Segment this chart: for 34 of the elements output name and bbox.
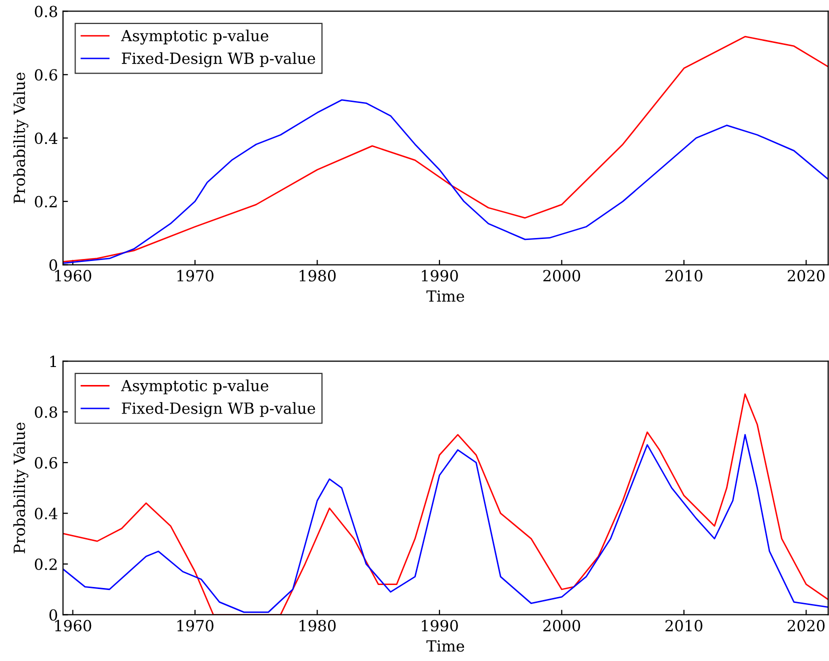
x-tick-label: 1970 — [177, 270, 214, 282]
y-tick-label: 0.8 — [34, 6, 58, 18]
x-tick-label: 1990 — [422, 620, 458, 632]
y-axis-title: Probability Value — [13, 422, 28, 554]
line-series — [63, 434, 828, 613]
x-tick-label: 2010 — [666, 620, 702, 632]
x-tick-label: 2000 — [543, 270, 580, 282]
legend-label: Fixed-Design WB p-value — [122, 402, 316, 418]
y-tick-label: 0 — [49, 259, 58, 271]
x-tick-label: 1980 — [300, 270, 336, 282]
y-tick-label: 0.6 — [34, 69, 58, 81]
y-tick-label: 0.4 — [34, 132, 58, 144]
x-tick-label: 1980 — [300, 620, 336, 632]
y-tick-label: 0.2 — [34, 558, 57, 570]
y-tick-label: 1 — [50, 356, 56, 367]
x-axis-title: Time — [426, 640, 464, 652]
x-tick-label: 1990 — [422, 270, 458, 282]
x-tick-label: 2000 — [543, 620, 580, 632]
legend-label: Fixed-Design WB p-value — [122, 52, 316, 68]
y-axis-title: Probability Value — [13, 72, 28, 204]
y-tick-label: 0 — [49, 609, 58, 621]
x-axis-title: Time — [426, 290, 464, 302]
legend-label: Asymptotic p-value — [120, 379, 268, 394]
x-tick-label: 1960 — [55, 270, 92, 282]
x-tick-label: 1960 — [55, 620, 92, 632]
legend-label: Asymptotic p-value — [120, 30, 268, 45]
x-tick-label: 2010 — [666, 270, 702, 282]
x-tick-label: 2020 — [788, 620, 825, 632]
x-tick-label: 1970 — [177, 620, 214, 632]
y-tick-label: 0.6 — [34, 457, 58, 469]
y-tick-label: 0.4 — [34, 508, 58, 520]
y-tick-label: 0.8 — [34, 406, 58, 418]
x-tick-label: 2020 — [788, 270, 825, 282]
y-tick-label: 0.2 — [34, 196, 57, 208]
